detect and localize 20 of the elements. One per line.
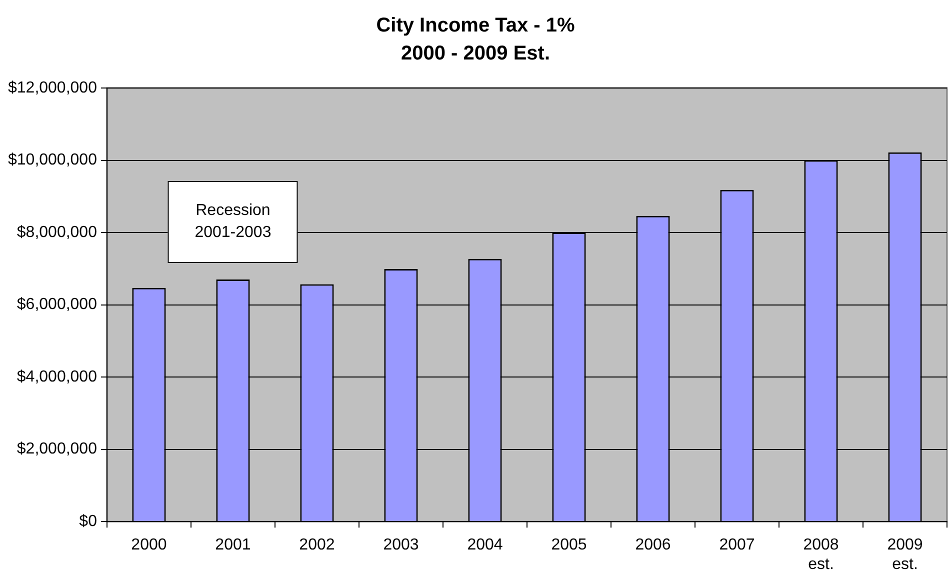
x-tick-label: 2007 [719,536,755,554]
y-tick-label: $2,000,000 [16,440,98,458]
chart-title: City Income Tax - 1% [376,14,575,37]
y-tick-label: $4,000,000 [16,368,98,386]
chart-subtitle: 2000 - 2009 Est. [401,42,550,65]
x-tick-label: 2001 [215,536,251,554]
y-tick-label: $0 [79,513,98,530]
y-tick-label: $6,000,000 [16,296,98,314]
x-tick-label: 2005 [551,536,587,554]
y-tick-label: $8,000,000 [16,224,98,241]
x-tick-label: 2000 [131,536,167,554]
y-tick-label: $12,000,000 [8,79,98,96]
y-tick-label: $10,000,000 [8,152,98,169]
x-tick-label: 2006 [635,536,671,554]
x-tick-label: 2004 [467,536,503,554]
note-box: Recession 2001-2003 [168,181,298,264]
x-tick-label: 2009 est. [887,536,923,573]
x-tick-label: 2003 [383,536,419,554]
x-tick-label: 2002 [299,536,335,554]
x-tick-label: 2008 est. [803,536,839,573]
